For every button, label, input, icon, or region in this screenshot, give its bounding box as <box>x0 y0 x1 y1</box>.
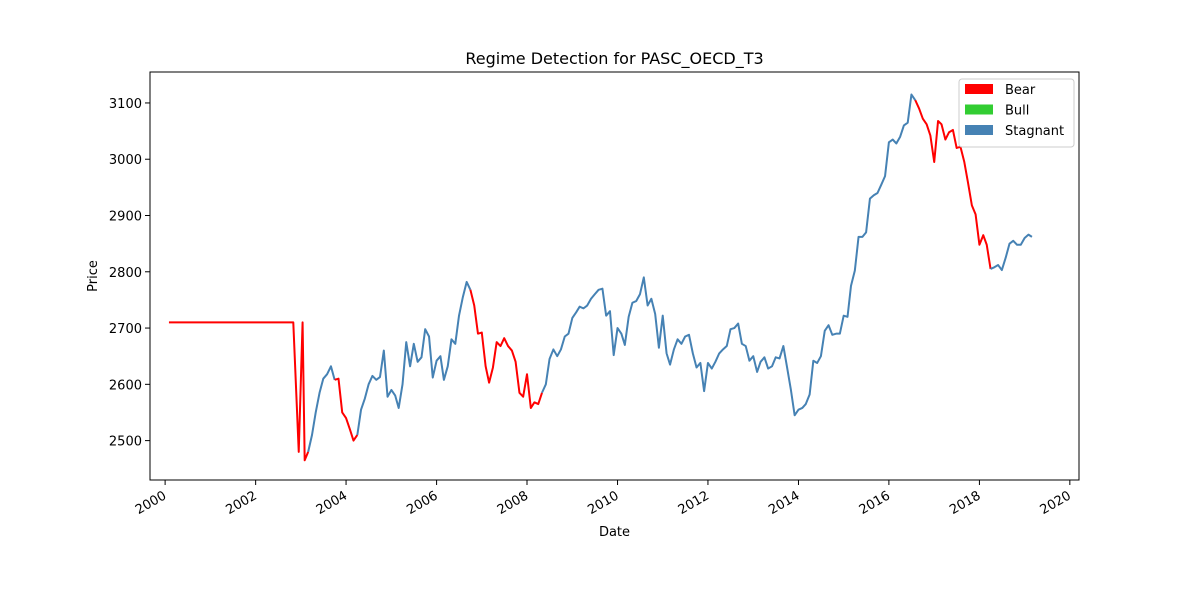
series-line-stagnant-7 <box>990 233 1033 272</box>
y-tick-label: 3100 <box>109 97 142 112</box>
y-tick-label: 2900 <box>109 210 142 225</box>
y-tick-label: 3000 <box>109 153 142 168</box>
plot-area-frame <box>149 71 1080 481</box>
legend: Bear Bull Stagnant <box>958 78 1075 148</box>
legend-label-bear: Bear <box>1005 83 1036 98</box>
series-line-stagnant-5 <box>541 93 917 417</box>
series-line-bear-2 <box>334 377 359 442</box>
series-line-bear-6 <box>914 99 992 270</box>
x-tick-label: 2002 <box>223 488 259 518</box>
y-axis-title: Price <box>86 260 101 292</box>
y-tick-label: 2800 <box>109 266 142 281</box>
y-tick-label: 2500 <box>109 435 142 450</box>
x-tick-label: 2018 <box>947 488 983 518</box>
y-tick-label: 2700 <box>109 322 142 337</box>
x-tick-label: 2004 <box>314 488 350 518</box>
series-line-bear-4 <box>469 289 543 409</box>
y-tick-label: 2600 <box>109 378 142 393</box>
legend-label-stagnant: Stagnant <box>1005 124 1064 139</box>
legend-swatch-stagnant <box>965 125 993 135</box>
x-axis-title: Date <box>599 525 630 540</box>
x-axis: 2000 2002 2004 2006 2008 2010 2012 2014 2016 2018… <box>133 480 1074 518</box>
series-line-bear-0 <box>168 321 310 462</box>
x-tick-label: 2010 <box>585 488 621 518</box>
legend-swatch-bull <box>965 104 993 115</box>
chart-title: Regime Detection for PASC_OECD_T3 <box>465 49 763 69</box>
x-tick-label: 2012 <box>676 488 712 518</box>
x-tick-label: 2008 <box>495 488 531 518</box>
legend-label-bull: Bull <box>1005 104 1029 119</box>
x-tick-label: 2016 <box>857 488 893 518</box>
data-series <box>168 93 1033 462</box>
legend-swatch-bear <box>965 84 993 94</box>
x-tick-label: 2000 <box>133 488 169 518</box>
x-tick-label: 2014 <box>766 488 802 518</box>
x-tick-label: 2006 <box>404 488 440 518</box>
series-line-stagnant-1 <box>307 365 336 453</box>
series-line-stagnant-3 <box>356 280 472 436</box>
y-axis: 2500 2600 2700 2800 2900 3000 3100 <box>109 97 150 450</box>
x-tick-label: 2020 <box>1038 488 1074 518</box>
